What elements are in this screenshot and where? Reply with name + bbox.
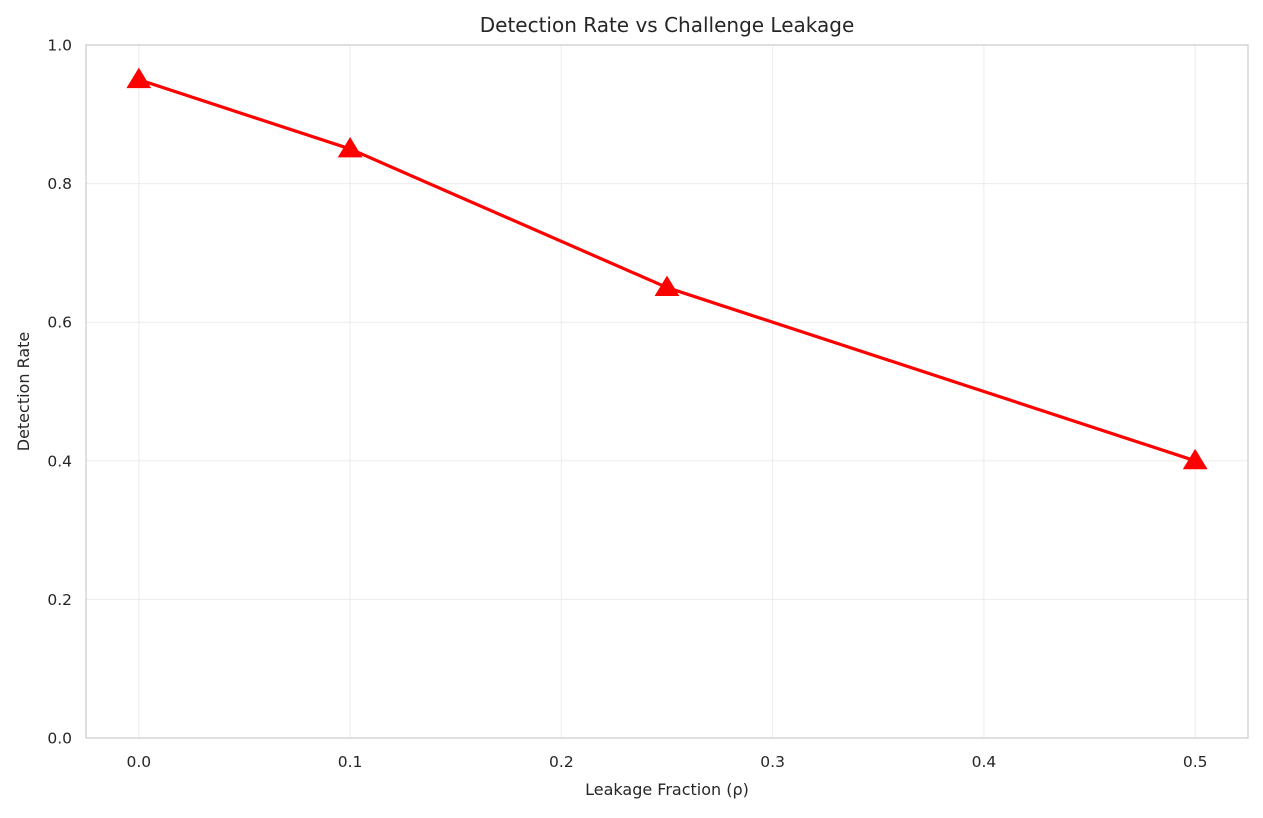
data-point-marker xyxy=(337,136,363,158)
y-tick-label: 0.4 xyxy=(47,452,72,470)
y-tick-label: 0.8 xyxy=(47,175,72,193)
y-axis-label: Detection Rate xyxy=(14,332,33,452)
data-point-marker xyxy=(126,67,152,89)
series-line xyxy=(137,78,1197,463)
data-point-marker xyxy=(1182,448,1208,470)
x-tick-label: 0.2 xyxy=(549,753,574,771)
x-tick-label: 0.3 xyxy=(760,753,785,771)
y-tick-labels: 0.0 0.2 0.4 0.6 0.8 1.0 xyxy=(47,37,72,748)
grid-layer xyxy=(86,44,1248,739)
y-tick-label: 0.6 xyxy=(47,314,72,332)
chart-title: Detection Rate vs Challenge Leakage xyxy=(480,13,855,37)
x-tick-label: 0.4 xyxy=(972,753,997,771)
y-tick-label: 0.0 xyxy=(47,730,72,748)
plot-area-frame xyxy=(85,44,1249,739)
x-tick-label: 0.0 xyxy=(126,753,151,771)
x-tick-labels: 0.0 0.1 0.2 0.3 0.4 0.5 xyxy=(126,753,1207,771)
y-tick-label: 1.0 xyxy=(47,37,72,55)
data-point-marker xyxy=(654,275,680,296)
y-tick-label: 0.2 xyxy=(47,591,72,609)
series-layer xyxy=(126,67,1208,470)
x-axis-label: Leakage Fraction (ρ) xyxy=(585,780,749,799)
x-tick-label: 0.1 xyxy=(338,753,363,771)
x-tick-label: 0.5 xyxy=(1183,753,1208,771)
